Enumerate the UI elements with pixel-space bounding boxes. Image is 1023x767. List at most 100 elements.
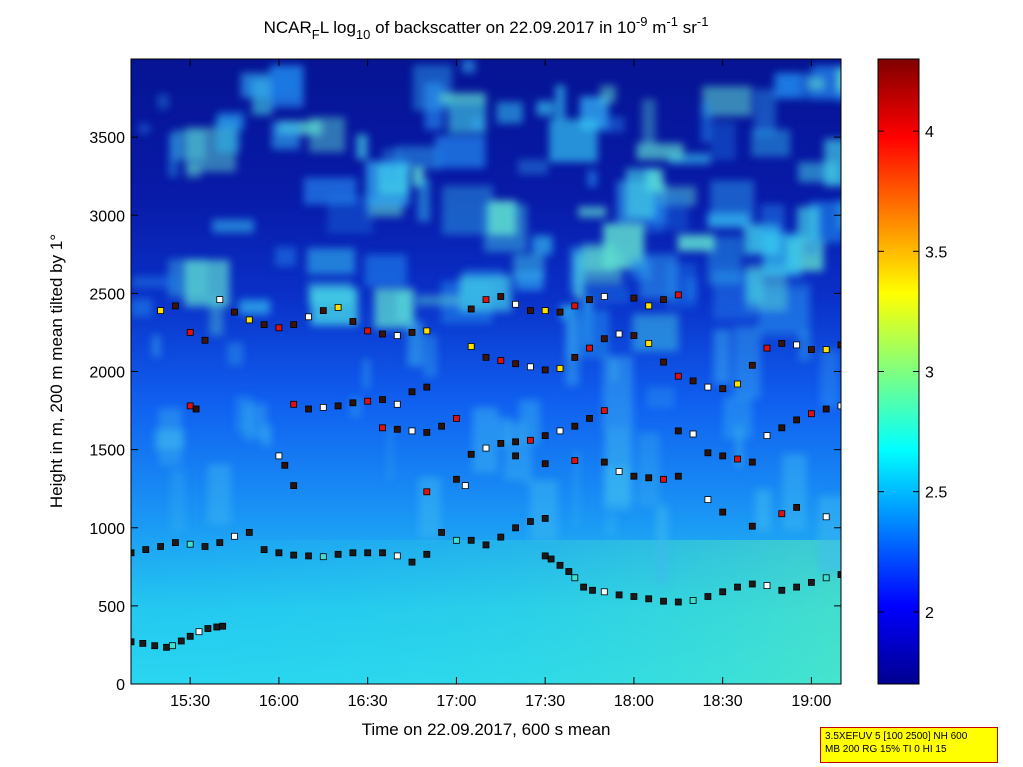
layer-marker	[660, 597, 667, 605]
layer-marker	[541, 307, 549, 315]
layer-marker	[319, 553, 327, 561]
x-tick-label: 19:00	[791, 693, 831, 710]
layer-marker	[231, 308, 238, 316]
layer-marker	[438, 529, 446, 536]
heatmap-ground-layer	[131, 540, 841, 684]
heatmap-patch	[207, 463, 231, 525]
layer-marker	[808, 346, 815, 354]
heatmap-patch	[327, 195, 373, 234]
heatmap-patch	[515, 271, 544, 291]
layer-marker	[461, 482, 469, 490]
y-tick-label: 3500	[89, 130, 125, 147]
layer-marker	[600, 588, 608, 596]
layer-marker	[177, 637, 185, 645]
layer-marker	[660, 296, 667, 304]
layer-marker	[615, 468, 623, 475]
layer-marker	[423, 488, 431, 496]
heatmap-patch	[309, 116, 346, 153]
heatmap-patch	[837, 68, 841, 92]
layer-marker	[793, 341, 800, 349]
layer-marker	[565, 568, 573, 575]
heatmap-patch	[573, 450, 581, 527]
layer-marker	[201, 543, 209, 550]
layer-marker	[393, 332, 401, 340]
layer-marker	[186, 632, 194, 640]
layer-marker	[195, 628, 203, 636]
x-tick-label: 18:30	[703, 693, 743, 710]
heatmap-patch	[549, 119, 598, 163]
layer-marker	[245, 316, 253, 324]
layer-marker	[541, 515, 549, 522]
heatmap-patch	[524, 442, 532, 485]
layer-marker	[571, 574, 579, 582]
heatmap-patch	[605, 515, 617, 536]
layer-marker	[980, 503, 986, 509]
heatmap-patch	[710, 180, 755, 224]
layer-marker	[965, 522, 971, 528]
layer-marker	[204, 625, 212, 632]
layer-marker	[586, 296, 593, 304]
heatmap-patch	[824, 139, 841, 187]
heatmap-patch	[838, 199, 841, 229]
layer-marker	[645, 302, 653, 310]
layer-marker	[793, 416, 800, 424]
heatmap-patch	[820, 349, 840, 408]
layer-marker	[186, 328, 194, 336]
layer-marker	[778, 424, 786, 432]
layer-marker	[245, 529, 253, 536]
layer-marker	[379, 549, 386, 557]
layer-marker	[213, 623, 221, 631]
layer-marker	[556, 427, 564, 435]
heatmap-patch	[637, 432, 660, 507]
heatmap-patch	[227, 342, 244, 366]
heatmap-patch	[440, 92, 486, 104]
heatmap-patch	[798, 330, 811, 361]
layer-marker	[748, 580, 756, 588]
layer-marker	[704, 496, 712, 504]
y-tick-label: 500	[98, 599, 125, 616]
info-line-1: 3.5XEFUV 5 [100 2500] NH 600	[825, 731, 968, 742]
layer-marker	[151, 642, 159, 650]
layer-marker	[837, 402, 841, 410]
heatmap-patch	[745, 270, 763, 303]
layer-marker	[556, 308, 564, 316]
layer-marker	[219, 622, 227, 630]
layer-marker	[822, 346, 830, 354]
heatmap-patch	[209, 297, 224, 336]
layer-marker	[734, 455, 741, 463]
x-axis-label: Time on 22.09.2017, 600 s mean	[362, 720, 611, 739]
x-tick-label: 17:00	[436, 693, 476, 710]
layer-marker	[600, 458, 608, 466]
heatmap-patch	[655, 506, 668, 584]
layer-marker	[452, 475, 460, 483]
heatmap-patch	[625, 168, 655, 218]
x-tick-label: 16:30	[348, 693, 388, 710]
y-tick-label: 2500	[89, 286, 125, 303]
heatmap-patch	[274, 246, 297, 267]
heatmap-patch	[239, 299, 271, 315]
heatmap-patch	[235, 396, 253, 433]
layer-marker	[512, 452, 519, 460]
layer-marker	[482, 296, 490, 304]
layer-marker	[281, 461, 289, 469]
y-tick-label: 1000	[89, 521, 125, 538]
heatmap-patch	[271, 121, 300, 150]
layer-marker	[131, 638, 135, 646]
layer-marker	[201, 336, 209, 344]
heatmap-patch	[639, 254, 678, 299]
layer-marker	[704, 383, 712, 391]
heatmap-patch	[604, 116, 625, 133]
layer-marker	[275, 549, 283, 557]
layer-marker	[971, 501, 977, 507]
layer-marker	[319, 307, 327, 315]
layer-marker	[674, 598, 682, 606]
layer-marker	[408, 328, 416, 336]
layer-marker	[334, 550, 342, 558]
layer-marker	[734, 380, 741, 388]
heatmap-patch	[710, 121, 736, 161]
heatmap-patch	[472, 117, 483, 130]
heatmap-patch	[269, 65, 304, 108]
layer-marker	[571, 422, 579, 430]
layer-marker	[630, 472, 638, 480]
colorbar-tick-label: 2	[925, 605, 934, 622]
